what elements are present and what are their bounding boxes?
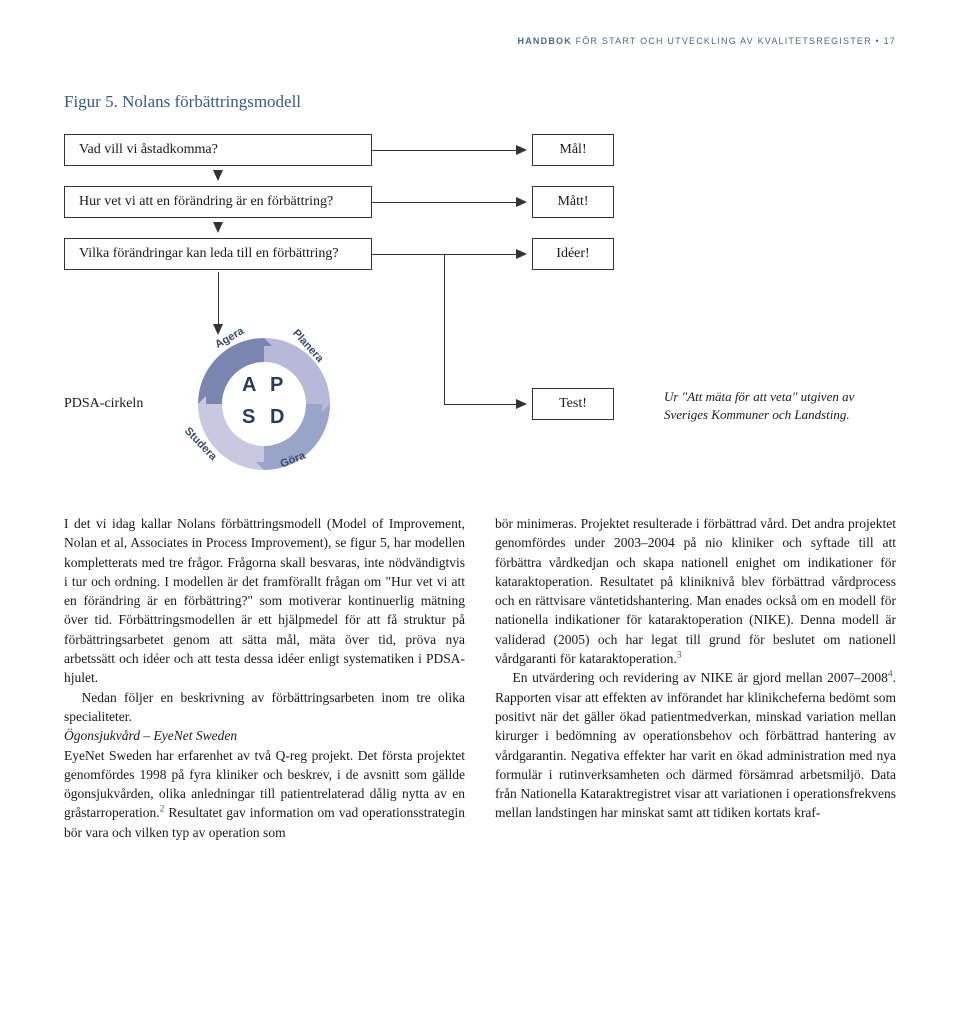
- letter-S: S: [242, 406, 255, 429]
- question-box-2: Hur vet vi att en förändring är en förbä…: [64, 186, 372, 218]
- result-box-matt: Mått!: [532, 186, 614, 218]
- right-para-1: bör minimeras. Projektet resulterade i f…: [495, 514, 896, 668]
- pdsa-circle: A P S D Agera Planera Studera Göra: [194, 334, 334, 474]
- left-para-2: Nedan följer en beskrivning av förbättri…: [64, 688, 465, 727]
- connector-h-test: [444, 404, 517, 405]
- down-arrow-2: [213, 222, 223, 233]
- down-arrow-1: [213, 170, 223, 181]
- header-rest: för start och utveckling av kvalitetsreg…: [572, 36, 896, 46]
- arrow-1: [516, 145, 527, 155]
- arrow-3: [516, 249, 527, 259]
- result-box-test: Test!: [532, 388, 614, 420]
- connector-2: [372, 202, 517, 203]
- right-p1-a: bör minimeras. Projektet resulterade i f…: [495, 516, 896, 666]
- result-box-mal: Mål!: [532, 134, 614, 166]
- right-column: bör minimeras. Projektet resulterade i f…: [495, 514, 896, 842]
- connector-v-test: [444, 254, 445, 404]
- right-p2-b: . Rapporten visar att effekten av införa…: [495, 670, 896, 820]
- left-para-1: I det vi idag kallar Nolans förbättrings…: [64, 514, 465, 688]
- subhead-eyenet: Ögonsjukvård – EyeNet Sweden: [64, 726, 465, 745]
- diagram: Vad vill vi åstadkomma? Hur vet vi att e…: [64, 134, 896, 514]
- connector-down-to-pdsa: [218, 272, 219, 326]
- header-bold: handbok: [518, 36, 572, 46]
- letter-D: D: [270, 406, 284, 429]
- question-box-3: Vilka förändringar kan leda till en förb…: [64, 238, 372, 270]
- left-para-3: EyeNet Sweden har erfarenhet av två Q-re…: [64, 746, 465, 842]
- running-header: handbok för start och utveckling av kval…: [64, 36, 896, 46]
- letter-A: A: [242, 374, 256, 397]
- right-p2-a: En utvärdering och revidering av NIKE är…: [513, 670, 888, 685]
- left-column: I det vi idag kallar Nolans förbättrings…: [64, 514, 465, 842]
- body-columns: I det vi idag kallar Nolans förbättrings…: [64, 514, 896, 842]
- arrow-test: [516, 399, 527, 409]
- pdsa-label: PDSA-cirkeln: [64, 396, 143, 412]
- connector-1: [372, 150, 517, 151]
- citation-text: Ur "Att mäta för att veta" utgiven av Sv…: [664, 388, 884, 423]
- right-para-2: En utvärdering och revidering av NIKE är…: [495, 668, 896, 822]
- figure-title: Figur 5. Nolans förbättringsmodell: [64, 92, 896, 112]
- footnote-3: 3: [677, 651, 682, 661]
- letter-P: P: [270, 374, 283, 397]
- question-box-1: Vad vill vi åstadkomma?: [64, 134, 372, 166]
- result-box-ideer: Idéer!: [532, 238, 614, 270]
- arrow-2: [516, 197, 527, 207]
